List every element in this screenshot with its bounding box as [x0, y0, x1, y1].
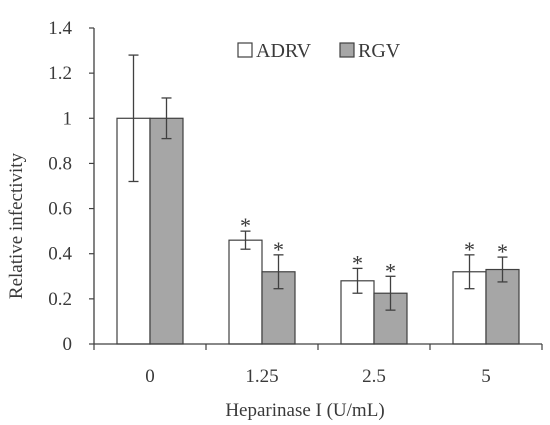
x-tick-label: 1.25: [245, 366, 278, 387]
significance-star: *: [352, 250, 363, 275]
significance-star: *: [240, 213, 251, 238]
axes: [89, 27, 543, 350]
legend: ADRV RGV: [237, 40, 401, 62]
legend-swatch-adrv: [237, 42, 253, 58]
y-tick-label: 0.8: [48, 153, 72, 174]
y-tick-label: 1.4: [48, 18, 72, 39]
significance-star: *: [464, 237, 475, 262]
y-axis-ticks: 0 0.2 0.4 0.6 0.8 1 1.2 1.4: [48, 18, 72, 355]
y-tick-label: 1.2: [48, 63, 72, 84]
significance-star: *: [385, 258, 396, 283]
y-axis-title: Relative infectivity: [6, 152, 27, 299]
bar-adrv: [228, 239, 263, 345]
x-axis-ticks: 0 1.25 2.5 5: [145, 366, 491, 387]
significance-star: *: [497, 239, 508, 264]
significance-star: *: [273, 237, 284, 262]
legend-label-rgv: RGV: [358, 40, 401, 62]
significance-markers: * * * * * *: [240, 213, 508, 283]
bar-rgv: [373, 292, 408, 345]
x-tick-label: 5: [481, 366, 491, 387]
y-tick-label: 0.6: [48, 199, 72, 220]
x-axis-title: Heparinase I (U/mL): [225, 400, 384, 421]
y-tick-label: 0.4: [48, 244, 72, 265]
x-tick-label: 0: [145, 366, 155, 387]
y-tick-label: 0.2: [48, 289, 72, 310]
bar-rgv: [149, 117, 184, 345]
error-bars: [128, 54, 508, 311]
x-tick-label: 2.5: [362, 366, 386, 387]
y-tick-label: 1: [63, 108, 73, 129]
legend-label-adrv: ADRV: [256, 40, 312, 62]
legend-swatch-rgv: [339, 42, 355, 58]
y-tick-label: 0: [63, 334, 73, 355]
bars: [116, 117, 520, 345]
